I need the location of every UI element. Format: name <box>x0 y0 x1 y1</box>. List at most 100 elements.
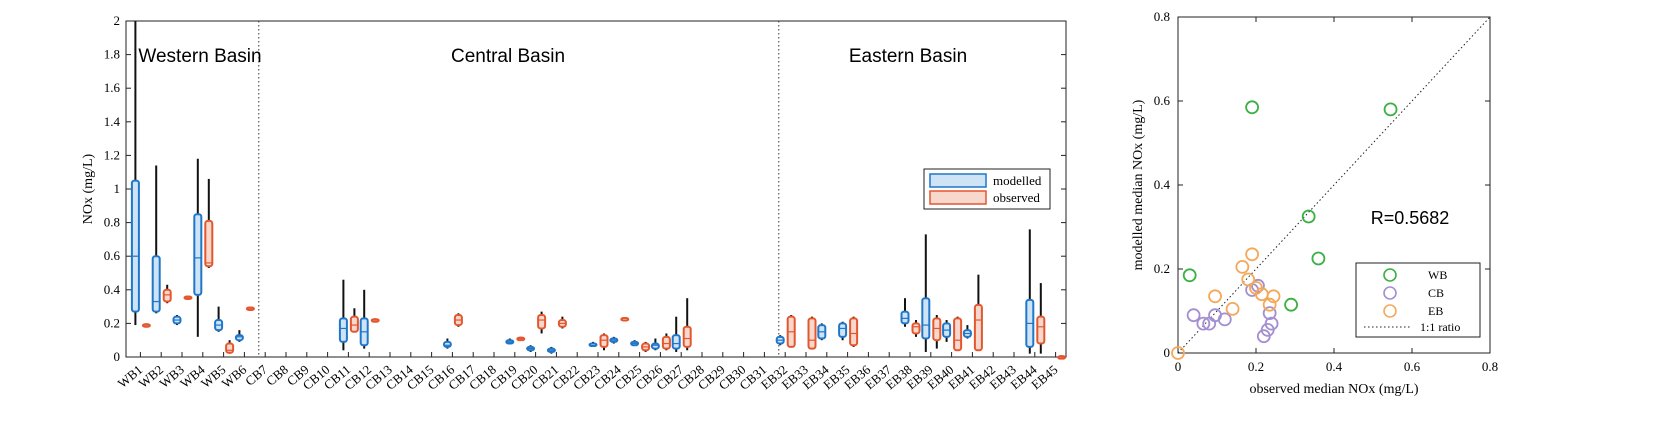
y-tick-label: 0.2 <box>104 315 120 330</box>
observed-box <box>204 219 214 268</box>
box-plot-legend: modelled observed <box>923 168 1051 210</box>
modelled-box <box>900 310 910 325</box>
modelled-box <box>193 213 203 296</box>
scatter-legend-frame <box>1355 262 1481 338</box>
observed-box <box>1036 315 1046 345</box>
box-plot-x-ticks: WB1WB2WB3WB4WB5WB6CB7CB8CB9CB10CB11CB12C… <box>115 352 1061 393</box>
scatter-y-tick-label: 0.2 <box>1154 261 1170 276</box>
scatter-point-cb <box>1262 306 1277 321</box>
y-tick-label: 0.6 <box>104 248 121 263</box>
legend-label-cb: CB <box>1428 286 1444 300</box>
scatter-point-wb <box>1301 209 1316 224</box>
scatter-x-tick-label: 0.8 <box>1482 359 1498 374</box>
box-plot-y-ticks: 0 0.2 0.4 0.6 0.8 1 1.2 1.4 1.6 1.8 2 <box>104 13 1066 364</box>
scatter-point-eb <box>1241 272 1256 287</box>
scatter-point-eb <box>1171 346 1185 360</box>
legend-label-eb: EB <box>1428 304 1443 318</box>
y-tick-label: 1.2 <box>104 147 120 162</box>
scatter-y-tick-label: 0.8 <box>1154 9 1170 24</box>
scatter-x-tick-label: 0.4 <box>1326 359 1343 374</box>
observed-box <box>849 317 859 347</box>
modelled-box <box>650 342 660 350</box>
observed-box <box>599 334 609 348</box>
legend-label-modelled: modelled <box>993 173 1042 188</box>
region-label-eastern: Eastern Basin <box>849 46 967 67</box>
legend-swatch-modelled <box>929 173 987 188</box>
correlation-annotation: R=0.5682 <box>1371 208 1450 228</box>
y-tick-label: 0.8 <box>104 215 120 230</box>
region-label-western: Western Basin <box>138 46 261 67</box>
y-tick-label: 1.8 <box>104 47 120 62</box>
scatter-y-tick-label: 0 <box>1164 345 1171 360</box>
y-tick-label: 1.4 <box>104 114 121 129</box>
observed-box <box>911 322 921 335</box>
scatter-x-axis-label: observed median NOx (mg/L) <box>1249 382 1418 397</box>
modelled-box <box>130 179 140 313</box>
legend-swatch-observed <box>929 190 987 205</box>
scatter-legend: WB CB EB 1:1 ratio <box>1355 262 1481 338</box>
y-tick-label: 0 <box>114 349 121 364</box>
legend-label-wb: WB <box>1428 268 1447 282</box>
modelled-box <box>338 317 348 343</box>
modelled-box <box>234 334 244 342</box>
scatter-point-wb <box>1284 297 1298 312</box>
observed-box <box>162 288 172 303</box>
modelled-box <box>838 322 848 338</box>
scatter-point-cb <box>1251 278 1265 293</box>
scatter-y-axis-label: modelled median NOx (mg/L) <box>1131 99 1146 270</box>
scatter-point-eb <box>1235 259 1250 274</box>
box-plot-axes <box>125 20 1067 358</box>
y-tick-label: 2 <box>114 13 121 28</box>
scatter-x-tick-label: 0.2 <box>1248 359 1264 374</box>
legend-marker-eb <box>1383 304 1397 318</box>
scatter-points <box>1171 100 1398 360</box>
region-label-central: Central Basin <box>451 46 565 67</box>
scatter-point-wb <box>1182 268 1197 283</box>
y-tick-label: 1 <box>114 181 121 196</box>
scatter-point-eb <box>1208 289 1222 304</box>
scatter-chart: 0 0.2 0.4 0.6 0.8 0 0.2 0.4 0.6 0.8 R=0.5682 obs… <box>1131 9 1498 397</box>
scatter-point-cb <box>1264 316 1279 331</box>
scatter-y-ticks: 0 0.2 0.4 0.6 0.8 <box>1154 9 1490 360</box>
observed-box <box>973 303 983 352</box>
scatter-x-ticks: 0 0.2 0.4 0.6 0.8 <box>1175 17 1498 374</box>
legend-label-observed: observed <box>993 190 1040 205</box>
scatter-point-cb <box>1217 312 1232 327</box>
observed-box <box>932 317 942 342</box>
box-plot-chart: 0 0.2 0.4 0.6 0.8 1 1.2 1.4 1.6 1.8 2 WB1WB2WB3WB4… <box>81 13 1067 393</box>
y-tick-label: 0.4 <box>104 282 121 297</box>
box-plot-boxes <box>130 21 1067 360</box>
legend-marker-cb <box>1383 286 1397 300</box>
observed-box <box>537 314 547 330</box>
scatter-y-tick-label: 0.4 <box>1154 177 1171 192</box>
modelled-box <box>442 340 452 348</box>
observed-box <box>953 317 963 352</box>
modelled-box <box>921 297 931 340</box>
scatter-point-cb <box>1186 308 1201 323</box>
scatter-point-eb <box>1262 297 1277 312</box>
basin-dividers <box>258 21 780 357</box>
one-to-one-line <box>1177 16 1491 354</box>
legend-marker-wb <box>1383 268 1397 282</box>
scatter-point-eb <box>1245 247 1259 262</box>
observed-box <box>225 342 235 354</box>
observed-box <box>349 315 359 333</box>
scatter-x-tick-label: 0 <box>1175 359 1182 374</box>
scatter-point-cb <box>1196 316 1211 331</box>
scatter-point-wb <box>1245 100 1259 115</box>
box-plot-y-axis-label: NOx (mg/L) <box>81 153 96 224</box>
observed-box <box>807 317 817 350</box>
observed-box <box>661 335 671 350</box>
modelled-box <box>151 255 161 313</box>
scatter-point-wb <box>1383 102 1398 117</box>
modelled-box <box>671 334 681 350</box>
scatter-y-tick-label: 0.6 <box>1154 93 1171 108</box>
scatter-x-tick-label: 0.6 <box>1404 359 1421 374</box>
scatter-point-eb <box>1225 301 1240 316</box>
legend-label-ratio: 1:1 ratio <box>1420 320 1460 334</box>
y-tick-label: 1.6 <box>104 80 121 95</box>
scatter-point-eb <box>1266 289 1281 304</box>
scatter-point-wb <box>1311 251 1326 266</box>
observed-box <box>682 325 692 348</box>
